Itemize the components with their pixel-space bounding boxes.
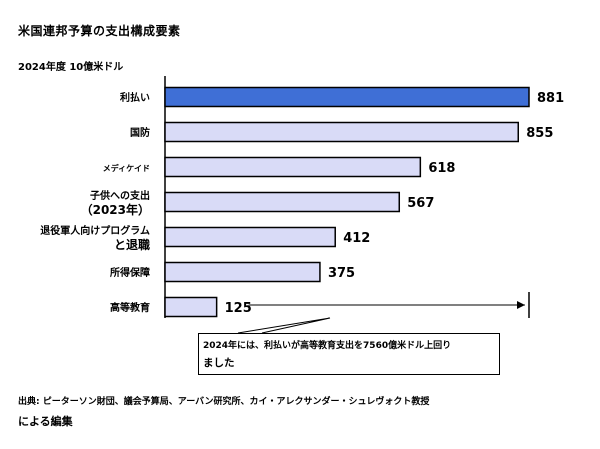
category-label-3: 子供への支出（2023年） xyxy=(81,189,150,217)
bar-3 xyxy=(164,191,401,213)
source-note: 出典: ピーターソン財団、議会予算局、アーバン研究所、カイ・アレクサンダー・シュ… xyxy=(18,392,578,432)
category-label-4: 退役軍人向けプログラムと退職 xyxy=(40,224,150,252)
annotation-arrowhead xyxy=(517,301,525,309)
data-label-3: 567 xyxy=(407,196,434,211)
bar-5 xyxy=(164,261,321,283)
annotation-text-line1: 2024年には、利払いが高等教育支出を7560億米ドル上回り xyxy=(203,341,452,351)
callout-pointer xyxy=(237,317,331,334)
data-label-1: 855 xyxy=(526,126,553,141)
source-line2: による編集 xyxy=(18,415,73,428)
bar-2 xyxy=(164,156,422,178)
data-label-4: 412 xyxy=(343,231,370,246)
category-label-2: メディケイド xyxy=(103,163,150,173)
annotation-text-line2: ました xyxy=(203,357,235,369)
source-line1: 出典: ピーターソン財団、議会予算局、アーバン研究所、カイ・アレクサンダー・シュ… xyxy=(18,397,430,407)
chart-title: 米国連邦予算の支出構成要素 xyxy=(18,24,181,38)
bar-6 xyxy=(164,296,218,318)
annotation-callout: 2024年には、利払いが高等教育支出を7560億米ドル上回り ました xyxy=(198,333,500,375)
data-label-0: 881 xyxy=(537,91,564,106)
bar-4 xyxy=(164,226,336,248)
category-label-5: 所得保障 xyxy=(110,266,150,279)
data-label-2: 618 xyxy=(428,161,455,176)
data-label-5: 375 xyxy=(328,266,355,281)
category-label-0: 利払い xyxy=(120,91,150,104)
category-label-1: 国防 xyxy=(130,126,150,139)
bar-1 xyxy=(164,121,520,143)
category-label-6: 高等教育 xyxy=(110,301,150,314)
data-label-6: 125 xyxy=(225,301,252,316)
chart-subtitle: 2024年度 10億米ドル xyxy=(18,62,124,73)
bar-0 xyxy=(164,86,530,108)
